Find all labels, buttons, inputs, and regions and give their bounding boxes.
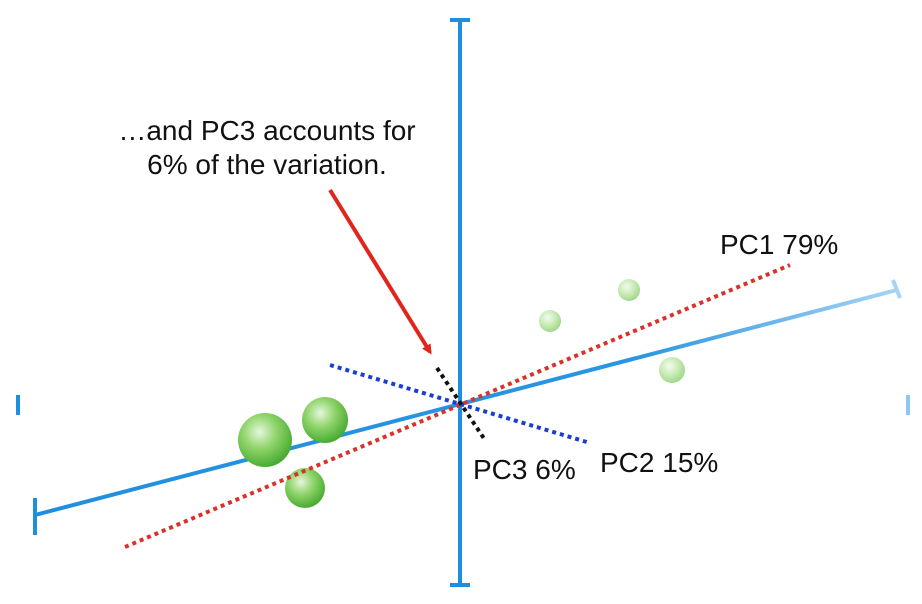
point — [285, 468, 325, 508]
point — [238, 413, 292, 467]
axis-cap — [891, 279, 902, 299]
point — [618, 279, 640, 301]
points — [238, 279, 685, 508]
pc1-label: PC1 79% — [720, 229, 838, 260]
pc2-line — [329, 363, 591, 445]
point — [302, 397, 348, 443]
point — [539, 310, 561, 332]
annotation: 6% of the variation. — [147, 149, 387, 180]
arrow — [328, 188, 432, 355]
pc3-line — [435, 366, 487, 442]
pc3-label: PC3 6% — [473, 454, 576, 485]
pc2-label: PC2 15% — [600, 447, 718, 478]
pc1-line — [124, 263, 791, 549]
annotation: …and PC3 accounts for — [118, 115, 415, 146]
point — [659, 357, 685, 383]
axes — [16, 18, 910, 587]
